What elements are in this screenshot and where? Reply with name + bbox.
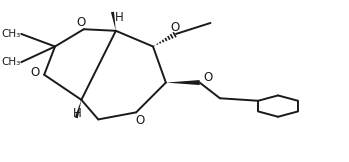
Text: O: O [76, 16, 86, 29]
Text: O: O [135, 114, 144, 127]
Text: CH₃: CH₃ [1, 57, 20, 67]
Polygon shape [111, 12, 116, 31]
Polygon shape [75, 100, 81, 118]
Text: O: O [204, 71, 213, 84]
Text: CH₃: CH₃ [1, 29, 20, 39]
Text: H: H [73, 107, 82, 120]
Polygon shape [166, 80, 200, 85]
Text: O: O [31, 66, 40, 79]
Text: H: H [115, 11, 124, 24]
Text: O: O [170, 21, 180, 34]
